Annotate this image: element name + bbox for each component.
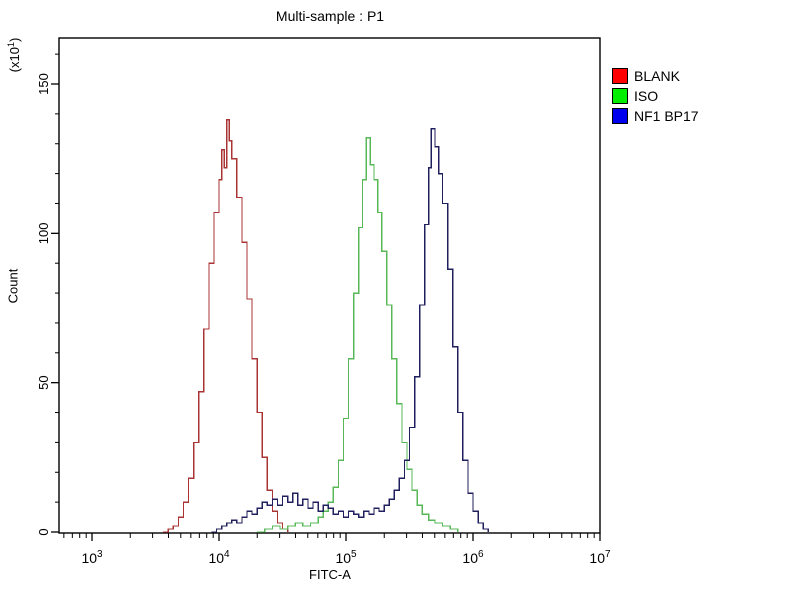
- x-tick-label: 107: [589, 549, 611, 566]
- x-axis-title: FITC-A: [309, 567, 351, 582]
- legend: BLANK ISO NF1 BP17: [612, 66, 699, 126]
- x-tick-label: 106: [462, 549, 484, 566]
- legend-item-blank: BLANK: [612, 66, 699, 86]
- legend-label-iso: ISO: [634, 88, 659, 104]
- series-curve-iso: [257, 137, 459, 533]
- plot-title: Multi-sample : P1: [275, 8, 385, 24]
- y-tick-label: 50: [36, 375, 51, 389]
- iso-color-swatch-icon: [612, 88, 628, 104]
- series-curve-nf1-bp17: [211, 128, 489, 533]
- y-axis-ticks: 0 50 100 150: [36, 53, 59, 536]
- legend-label-nf1-bp17: NF1 BP17: [634, 108, 699, 124]
- y-tick-label: 150: [36, 73, 51, 95]
- x-tick-label: 105: [335, 549, 357, 566]
- y-tick-label: 100: [36, 222, 51, 244]
- legend-item-nf1-bp17: NF1 BP17: [612, 106, 699, 126]
- blank-color-swatch-icon: [612, 68, 628, 84]
- x-axis-ticks: 103 104 105 106 107: [63, 533, 611, 566]
- legend-item-iso: ISO: [612, 86, 699, 106]
- y-tick-label: 0: [36, 528, 51, 535]
- x-tick-label: 104: [208, 549, 230, 566]
- plot-border: [58, 37, 601, 534]
- x-tick-label: 103: [81, 549, 103, 566]
- series-curve-blank: [163, 119, 289, 533]
- nf1-bp17-color-swatch-icon: [612, 108, 628, 124]
- legend-label-blank: BLANK: [634, 68, 680, 84]
